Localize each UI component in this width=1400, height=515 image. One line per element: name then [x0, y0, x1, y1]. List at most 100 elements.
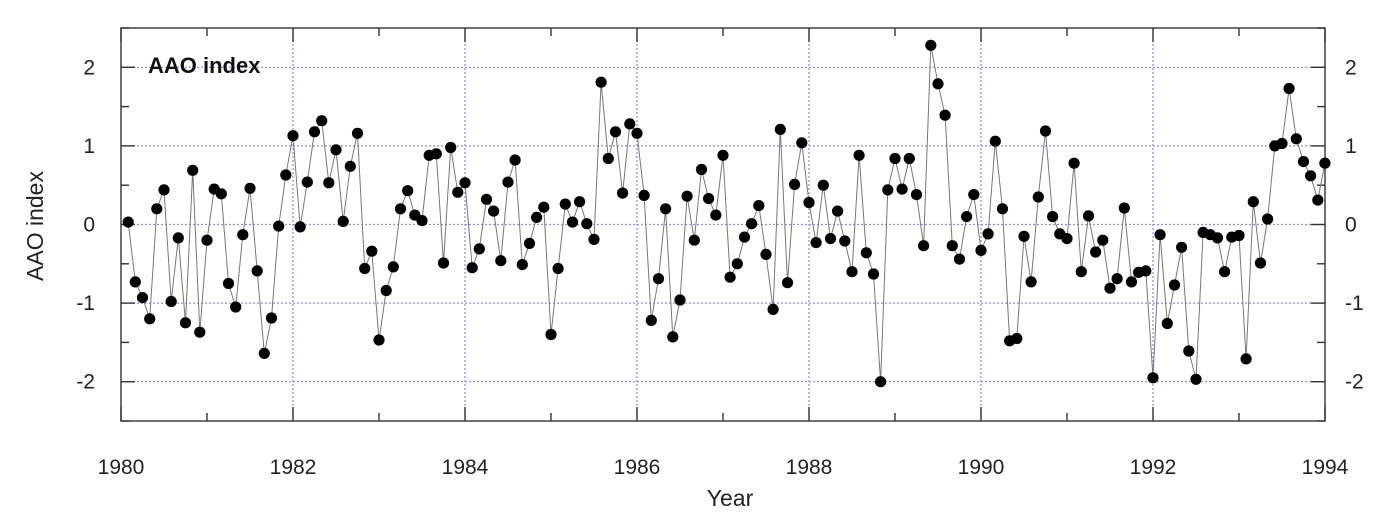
data-point	[939, 109, 951, 121]
x-tick-label: 1986	[614, 456, 661, 479]
data-point	[975, 244, 987, 256]
data-point	[602, 152, 614, 165]
data-point	[1183, 345, 1195, 357]
x-tick-label: 1992	[1130, 456, 1177, 479]
x-tick-label: 1982	[270, 456, 317, 479]
data-point	[265, 312, 278, 324]
data-point	[667, 331, 679, 343]
data-point	[1312, 194, 1324, 206]
data-point	[201, 234, 213, 246]
data-point	[932, 78, 944, 90]
data-point	[982, 228, 994, 240]
data-point	[903, 152, 915, 165]
data-point	[151, 203, 163, 215]
data-point	[337, 215, 349, 227]
data-point	[710, 209, 722, 221]
data-point	[1176, 241, 1188, 253]
x-tick-label: 1980	[98, 456, 145, 479]
data-point	[165, 295, 177, 308]
data-point	[896, 183, 908, 195]
data-point	[1211, 232, 1224, 244]
data-point	[545, 328, 557, 341]
data-point	[1097, 234, 1109, 246]
y-tick-label-left: -1	[76, 292, 95, 315]
x-axis-title: Year	[707, 485, 754, 511]
y-tick-label-right: 2	[1345, 56, 1357, 79]
data-point	[1247, 196, 1259, 208]
data-point	[1219, 266, 1231, 278]
data-point	[681, 190, 693, 202]
data-point	[194, 326, 206, 338]
data-point	[308, 126, 321, 138]
data-point	[1233, 229, 1245, 242]
data-point	[222, 277, 235, 290]
data-point	[767, 303, 779, 315]
data-point	[230, 301, 242, 313]
data-point	[781, 277, 794, 289]
y-axis-title: AAO index	[22, 171, 48, 281]
data-point	[136, 292, 149, 304]
data-point	[129, 276, 141, 288]
data-point	[373, 334, 385, 346]
x-tick-label: 1990	[958, 456, 1005, 479]
data-point	[466, 262, 478, 274]
data-point	[724, 271, 736, 283]
data-point	[215, 188, 227, 200]
data-point	[953, 253, 966, 265]
data-point	[430, 148, 442, 160]
data-point	[502, 176, 514, 188]
x-tick-label: 1984	[442, 456, 489, 479]
data-point	[1039, 125, 1052, 137]
data-point	[1190, 373, 1202, 385]
data-point	[1104, 282, 1116, 294]
data-point	[244, 182, 256, 194]
data-point	[445, 141, 457, 154]
data-point	[273, 220, 285, 232]
data-point	[359, 262, 371, 275]
data-point	[552, 262, 564, 275]
data-point	[1082, 210, 1095, 222]
data-point	[803, 196, 815, 209]
data-point	[918, 240, 930, 252]
data-point	[473, 243, 485, 255]
data-point	[867, 268, 880, 280]
data-point	[1161, 317, 1173, 330]
series-layer	[122, 39, 1331, 388]
data-point	[287, 130, 299, 142]
data-point	[1111, 273, 1123, 285]
data-point	[344, 160, 356, 172]
series-line	[127, 45, 1326, 382]
data-point	[394, 203, 407, 215]
data-point	[717, 149, 729, 161]
data-point	[1047, 211, 1059, 223]
data-point	[961, 211, 973, 223]
data-point	[122, 216, 134, 228]
data-point	[839, 235, 851, 247]
data-point	[875, 376, 887, 388]
data-point	[523, 237, 536, 249]
data-point	[688, 234, 700, 246]
data-point	[1254, 257, 1267, 269]
data-point	[832, 205, 844, 217]
data-point	[144, 313, 156, 325]
data-point	[703, 193, 715, 205]
data-point	[316, 115, 328, 127]
data-point	[695, 163, 708, 176]
data-point	[882, 184, 894, 196]
data-point	[1147, 372, 1159, 384]
data-point	[566, 216, 579, 228]
axis-ticks	[120, 27, 1326, 422]
data-point	[437, 257, 450, 269]
data-point	[280, 169, 292, 181]
data-point	[796, 137, 808, 149]
data-point	[810, 237, 822, 249]
data-point	[746, 218, 758, 230]
data-point	[509, 154, 521, 166]
data-point	[172, 232, 184, 244]
data-point	[1061, 233, 1073, 245]
data-point	[753, 200, 765, 212]
x-tick-label: 1994	[1302, 456, 1349, 479]
data-point	[731, 258, 743, 270]
data-point	[581, 218, 593, 230]
